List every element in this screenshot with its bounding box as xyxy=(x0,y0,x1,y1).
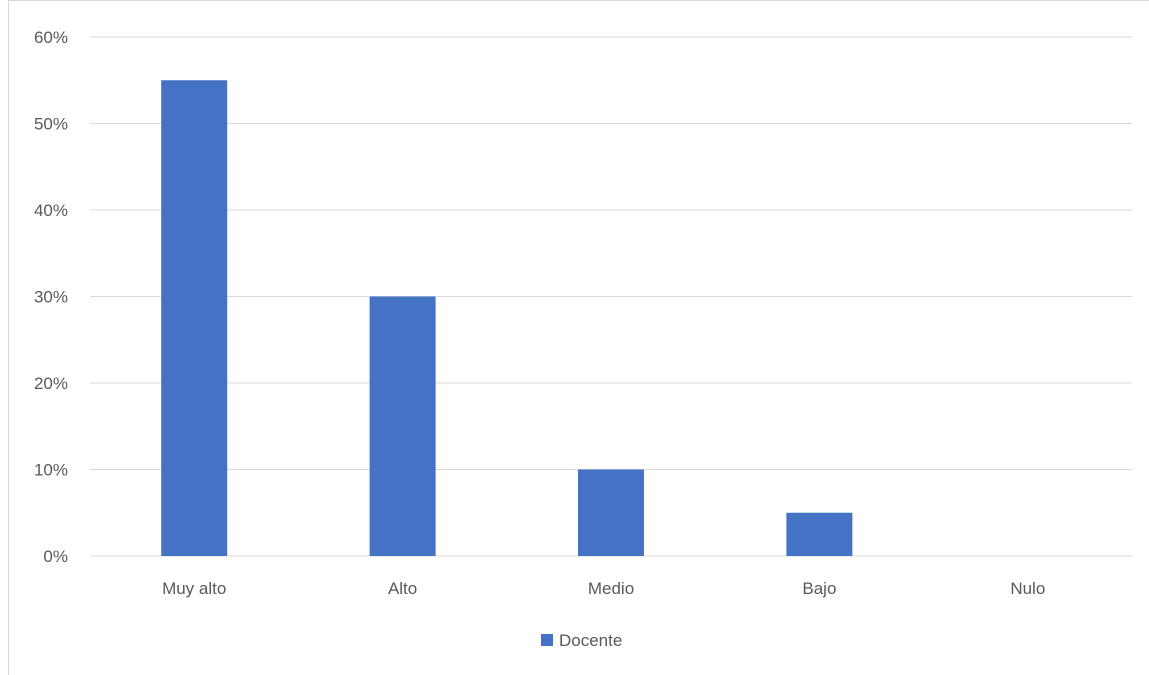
y-tick-label: 60% xyxy=(34,28,68,47)
y-tick-label: 50% xyxy=(34,115,68,134)
x-tick-label: Muy alto xyxy=(162,579,226,598)
x-tick-label: Nulo xyxy=(1010,579,1045,598)
x-tick-label: Medio xyxy=(588,579,634,598)
legend-label: Docente xyxy=(559,631,622,650)
bar xyxy=(161,80,228,556)
y-tick-label: 40% xyxy=(34,201,68,220)
x-tick-label: Alto xyxy=(388,579,417,598)
bar xyxy=(578,469,644,556)
bar xyxy=(786,512,853,556)
y-tick-label: 20% xyxy=(34,374,68,393)
x-tick-label: Bajo xyxy=(802,579,836,598)
y-tick-label: 30% xyxy=(34,288,68,307)
y-tick-label: 0% xyxy=(43,547,68,566)
bar xyxy=(369,296,436,556)
legend-swatch xyxy=(541,634,553,646)
chart-frame xyxy=(8,0,1149,675)
y-tick-label: 10% xyxy=(34,461,68,480)
